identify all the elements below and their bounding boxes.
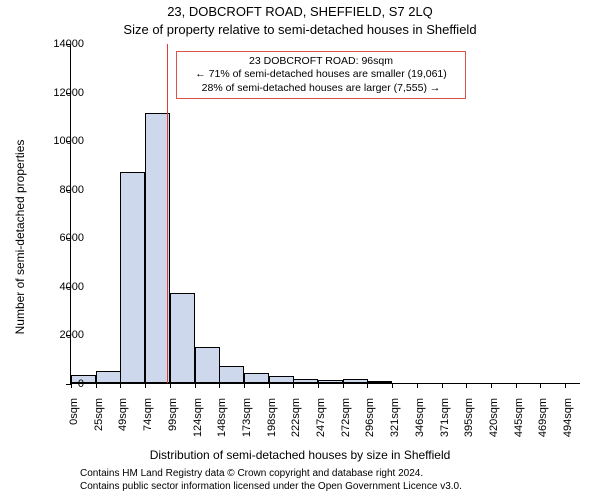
xtick-label: 420sqm [488, 398, 500, 458]
histogram-bar [244, 373, 269, 383]
xtick-mark [516, 383, 517, 388]
xtick-mark [466, 383, 467, 388]
xtick-label: 371sqm [439, 398, 451, 458]
histogram-bar [318, 380, 343, 383]
xtick-mark [417, 383, 418, 388]
histogram-bar [367, 381, 392, 383]
histogram-bar [269, 376, 294, 383]
ytick-label: 4000 [34, 281, 84, 293]
annotation-line1: 23 DOBCROFT ROAD: 96sqm [183, 55, 459, 68]
annotation-box: 23 DOBCROFT ROAD: 96sqm ← 71% of semi-de… [176, 51, 466, 98]
xtick-mark [367, 383, 368, 388]
xtick-label: 148sqm [216, 398, 228, 458]
xtick-label: 0sqm [68, 398, 80, 458]
histogram-bar [219, 366, 244, 383]
annotation-line2: ← 71% of semi-detached houses are smalle… [183, 68, 459, 81]
chart-plot-area: 23 DOBCROFT ROAD: 96sqm ← 71% of semi-de… [70, 44, 580, 384]
xtick-mark [442, 383, 443, 388]
xtick-label: 469sqm [537, 398, 549, 458]
xtick-label: 99sqm [167, 398, 179, 458]
xtick-mark [145, 383, 146, 388]
xtick-mark [244, 383, 245, 388]
xtick-mark [293, 383, 294, 388]
xtick-mark [392, 383, 393, 388]
reference-marker-line [167, 44, 168, 383]
xtick-label: 74sqm [142, 398, 154, 458]
main-title: 23, DOBCROFT ROAD, SHEFFIELD, S7 2LQ [0, 4, 600, 19]
xtick-label: 445sqm [513, 398, 525, 458]
xtick-mark [96, 383, 97, 388]
xtick-label: 173sqm [241, 398, 253, 458]
ytick-label: 8000 [34, 184, 84, 196]
xtick-label: 272sqm [340, 398, 352, 458]
xtick-mark [219, 383, 220, 388]
xtick-label: 124sqm [192, 398, 204, 458]
histogram-bar [120, 172, 145, 383]
histogram-bar [293, 379, 318, 383]
y-axis-label: Number of semi-detached properties [13, 87, 27, 387]
footer-line1: Contains HM Land Registry data © Crown c… [80, 468, 462, 481]
histogram-bar [96, 371, 121, 383]
xtick-mark [195, 383, 196, 388]
footer-line2: Contains public sector information licen… [80, 481, 462, 494]
xtick-mark [565, 383, 566, 388]
xtick-label: 222sqm [290, 398, 302, 458]
xtick-label: 49sqm [117, 398, 129, 458]
xtick-label: 321sqm [389, 398, 401, 458]
ytick-label: 0 [34, 378, 84, 390]
xtick-label: 346sqm [414, 398, 426, 458]
ytick-label: 10000 [34, 135, 84, 147]
histogram-bar [170, 293, 195, 383]
xtick-label: 25sqm [93, 398, 105, 458]
annotation-line3: 28% of semi-detached houses are larger (… [183, 82, 459, 95]
xtick-label: 494sqm [562, 398, 574, 458]
xtick-label: 395sqm [463, 398, 475, 458]
ytick-label: 2000 [34, 329, 84, 341]
xtick-mark [491, 383, 492, 388]
xtick-mark [343, 383, 344, 388]
xtick-label: 247sqm [315, 398, 327, 458]
ytick-label: 6000 [34, 232, 84, 244]
xtick-label: 296sqm [364, 398, 376, 458]
ytick-label: 12000 [34, 87, 84, 99]
xtick-label: 198sqm [266, 398, 278, 458]
xtick-mark [269, 383, 270, 388]
ytick-label: 14000 [34, 38, 84, 50]
xtick-mark [318, 383, 319, 388]
footer-attribution: Contains HM Land Registry data © Crown c… [80, 468, 462, 493]
xtick-mark [540, 383, 541, 388]
xtick-mark [170, 383, 171, 388]
xtick-mark [120, 383, 121, 388]
histogram-bar [343, 379, 368, 383]
histogram-bar [195, 347, 220, 383]
subtitle: Size of property relative to semi-detach… [0, 22, 600, 37]
